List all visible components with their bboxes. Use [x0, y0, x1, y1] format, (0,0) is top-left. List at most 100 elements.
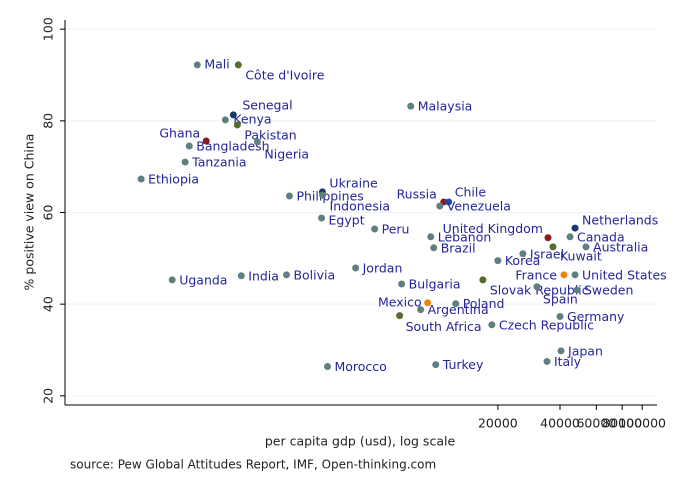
- point: [573, 286, 581, 294]
- point: [427, 233, 435, 241]
- point-label: Mali: [204, 56, 229, 71]
- point-label: Ghana: [159, 126, 200, 141]
- point-label: Israel: [530, 246, 564, 261]
- point-label: France: [515, 267, 557, 282]
- point: [430, 244, 438, 252]
- point-label: Russia: [397, 186, 437, 201]
- y-tick-label: 60: [41, 205, 56, 221]
- point: [556, 313, 564, 321]
- point-label: Jordan: [362, 260, 403, 275]
- point-label: Tanzania: [191, 155, 246, 170]
- point: [571, 271, 579, 279]
- point-label: United States: [582, 267, 667, 282]
- y-tick-label: 100: [41, 17, 56, 41]
- point-label: Sweden: [584, 282, 633, 297]
- point: [237, 272, 245, 280]
- point: [488, 321, 496, 329]
- point: [560, 271, 568, 279]
- point-label: Uganda: [179, 272, 227, 287]
- point-label: Mexico: [378, 294, 422, 309]
- point: [533, 283, 541, 291]
- point: [557, 347, 565, 355]
- point: [323, 363, 331, 370]
- point: [424, 299, 432, 307]
- point-label: Japan: [567, 343, 603, 358]
- point-label: Netherlands: [582, 213, 658, 228]
- point: [445, 198, 453, 206]
- point-label: Argentina: [428, 302, 489, 317]
- point-label: Venezuela: [447, 199, 511, 214]
- point-label: Spain: [543, 291, 578, 306]
- point-label: Bangladesh: [196, 139, 269, 154]
- point: [319, 191, 327, 199]
- point-label: Philippines: [296, 189, 363, 204]
- point: [544, 234, 552, 242]
- y-tick-label: 20: [41, 388, 56, 404]
- point-label: Germany: [567, 309, 625, 324]
- point: [543, 357, 551, 365]
- point: [185, 142, 193, 150]
- point: [282, 271, 290, 279]
- point-label: Brazil: [441, 240, 476, 255]
- point: [233, 121, 241, 129]
- point: [566, 233, 574, 241]
- point: [519, 250, 527, 258]
- point-label: Ukraine: [329, 175, 378, 190]
- x-axis-label: per capita gdp (usd), log scale: [265, 434, 456, 449]
- point-label: Indonesia: [330, 199, 390, 214]
- point: [352, 264, 360, 272]
- point-label: Italy: [554, 354, 582, 369]
- y-tick-label: 40: [41, 296, 56, 312]
- x-tick-label: 100000: [618, 416, 666, 431]
- point-label: Slovak Republic: [490, 282, 589, 297]
- point-label: Lebanon: [438, 229, 492, 244]
- point: [582, 243, 590, 251]
- point-label: Poland: [463, 296, 505, 311]
- point-label: South Africa: [406, 319, 482, 334]
- point: [193, 61, 201, 69]
- point: [221, 116, 229, 124]
- point-label: Canada: [577, 229, 625, 244]
- point: [202, 137, 210, 145]
- point: [234, 61, 242, 69]
- source-note: source: Pew Global Attitudes Report, IMF…: [70, 458, 436, 472]
- point: [371, 225, 379, 233]
- point: [285, 192, 293, 200]
- x-tick-label: 40000: [540, 416, 580, 431]
- point: [494, 257, 502, 265]
- point: [181, 158, 189, 166]
- point: [571, 224, 579, 232]
- point-label: Korea: [505, 253, 540, 268]
- point: [432, 361, 440, 369]
- point: [229, 111, 237, 119]
- point-label: Kenya: [233, 111, 271, 126]
- x-tick-label: 60000: [576, 416, 616, 431]
- point-label: Egypt: [329, 213, 365, 228]
- x-tick-label: 20000: [478, 416, 518, 431]
- point: [396, 312, 404, 320]
- point: [436, 202, 444, 210]
- point: [479, 276, 487, 284]
- point-label: Nigeria: [264, 146, 309, 161]
- point-label: Malaysia: [418, 99, 473, 114]
- y-tick-label: 80: [41, 113, 56, 129]
- point-label: Côte d'Ivoire: [245, 67, 324, 82]
- point-label: Bulgaria: [409, 277, 461, 292]
- point: [549, 243, 557, 251]
- point-label: Czech Republic: [499, 317, 594, 332]
- point: [253, 138, 261, 146]
- point-label: Bolivia: [293, 267, 335, 282]
- point: [137, 175, 145, 183]
- x-tick-label: 80000: [602, 416, 642, 431]
- y-axis-label: % positive view on China: [22, 134, 37, 291]
- point: [417, 306, 425, 314]
- point: [452, 300, 460, 308]
- point-label: Turkey: [442, 357, 484, 372]
- point-label: Australia: [593, 239, 648, 254]
- point: [318, 214, 326, 222]
- point-label: Peru: [382, 222, 410, 237]
- point-label: Senegal: [242, 97, 292, 112]
